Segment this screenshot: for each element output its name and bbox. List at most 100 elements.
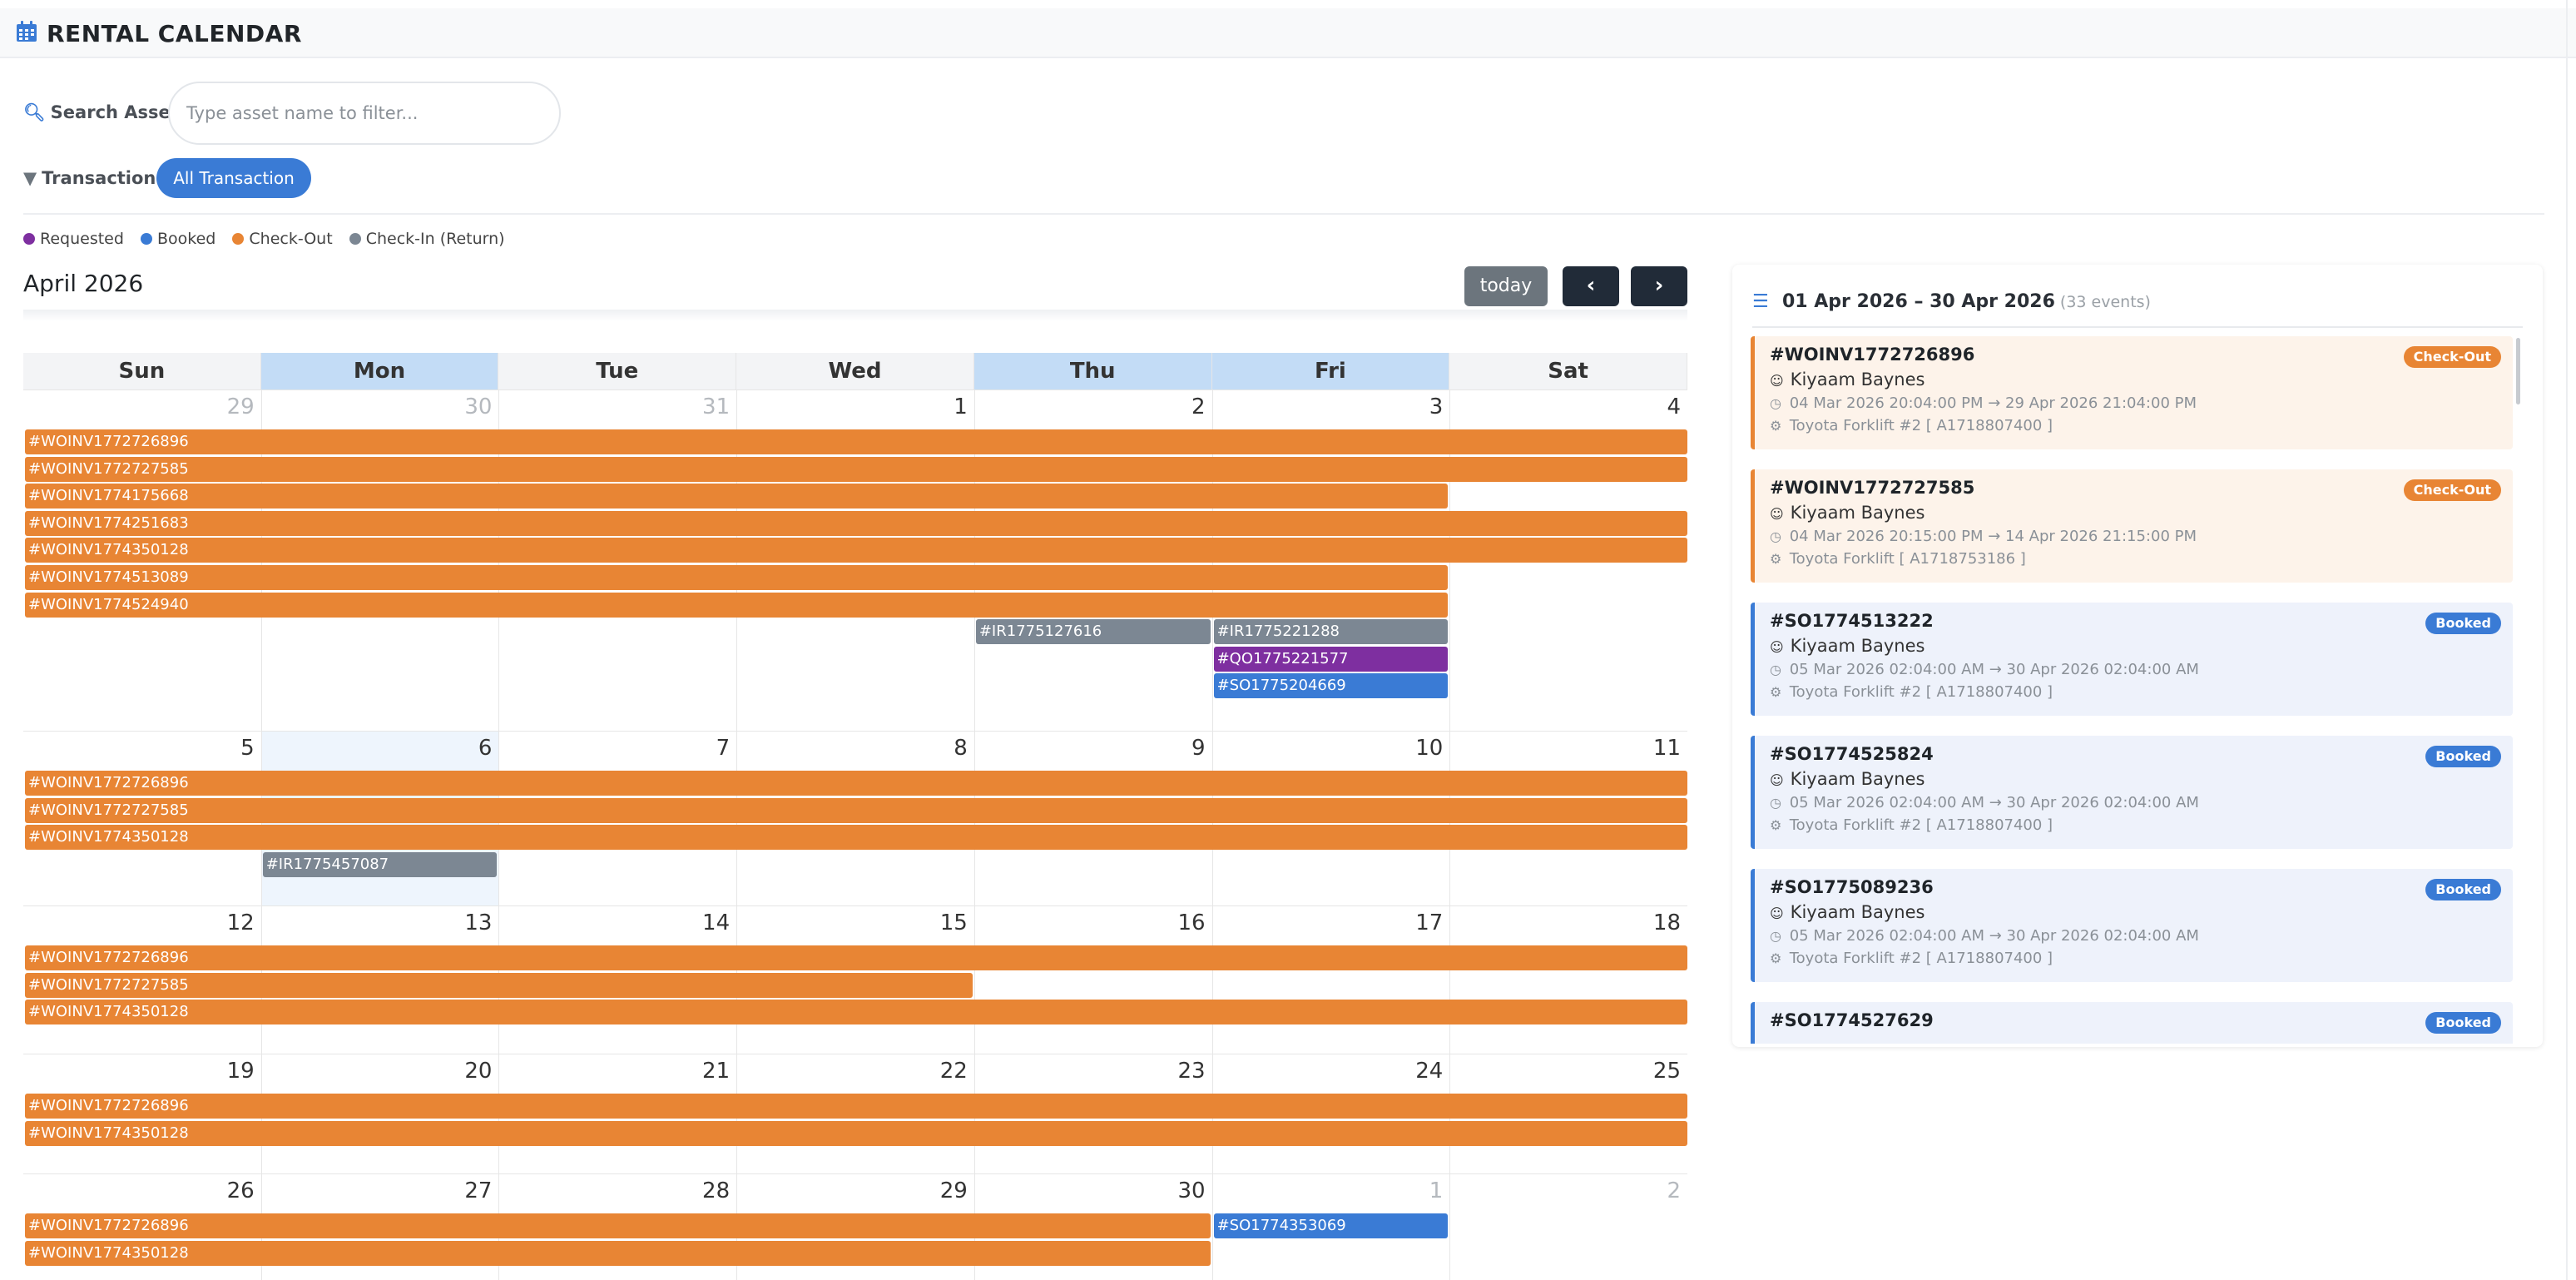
day-number[interactable]: 29 — [226, 394, 255, 419]
day-number[interactable]: 10 — [1415, 736, 1444, 761]
day-number[interactable]: 31 — [702, 394, 731, 419]
day-number[interactable]: 28 — [702, 1178, 731, 1203]
clock-icon: ◷ — [1770, 928, 1781, 944]
day-number[interactable]: 16 — [1177, 910, 1206, 935]
gears-icon: ⚙ — [1770, 817, 1782, 833]
page-title: RENTAL CALENDAR — [47, 20, 302, 47]
day-number[interactable]: 23 — [1177, 1059, 1206, 1084]
event-card[interactable]: #SO1774527629 Booked — [1751, 1002, 2513, 1044]
calendar-event[interactable]: #WOINV1774350128 — [25, 538, 1687, 563]
calendar-event[interactable]: #QO1775221577 — [1213, 646, 1449, 672]
day-number[interactable]: 1 — [954, 394, 968, 419]
calendar-event[interactable]: #IR1775221288 — [1213, 619, 1449, 645]
day-number[interactable]: 7 — [716, 736, 731, 761]
filter-icon: ▼ — [23, 168, 37, 188]
event-ref: #SO1774525824 — [1770, 744, 1934, 764]
calendar-event[interactable]: #WOINV1774350128 — [25, 825, 1687, 851]
event-ref: #WOINV1772726896 — [1770, 345, 1975, 365]
prev-month-button[interactable]: ‹ — [1563, 266, 1619, 306]
day-number[interactable]: 5 — [240, 736, 255, 761]
calendar-event[interactable]: #WOINV1774175668 — [25, 484, 1449, 509]
event-customer: ☺ Kiyaam Baynes — [1770, 503, 1925, 523]
weekday-wed: Wed — [736, 353, 974, 389]
week-separator — [23, 1173, 1687, 1174]
event-asset: ⚙ Toyota Forklift #2 [ A1718807400 ] — [1770, 816, 2053, 834]
calendar-event[interactable]: #WOINV1774513089 — [25, 565, 1449, 590]
calendar-event[interactable]: #WOINV1772726896 — [25, 429, 1687, 454]
calendar-event[interactable]: #SO1774353069 — [1213, 1213, 1449, 1238]
gears-icon: ⚙ — [1770, 684, 1782, 700]
calendar-event[interactable]: #WOINV1774251683 — [25, 510, 1687, 536]
day-number[interactable]: 2 — [1191, 394, 1206, 419]
events-list-scrollbar[interactable] — [2516, 338, 2520, 404]
calendar-event[interactable]: #WOINV1772726896 — [25, 945, 1687, 970]
calendar-event[interactable]: #WOINV1774350128 — [25, 1120, 1687, 1146]
calendar-event[interactable]: #IR1775457087 — [262, 851, 498, 877]
day-number[interactable]: 11 — [1652, 736, 1681, 761]
calendar-event[interactable]: #WOINV1772727585 — [25, 456, 1687, 482]
event-period: ◷ 04 Mar 2026 20:15:00 PM → 14 Apr 2026 … — [1770, 528, 2197, 545]
weekday-mon: Mon — [260, 353, 499, 389]
day-number[interactable]: 24 — [1415, 1059, 1444, 1084]
day-number[interactable]: 13 — [464, 910, 493, 935]
day-number[interactable]: 21 — [702, 1059, 731, 1084]
calendar-event[interactable]: #WOINV1774350128 — [25, 1240, 1211, 1266]
events-panel: ☰ 01 Apr 2026 – 30 Apr 2026 (33 events) #W… — [1732, 265, 2543, 1047]
toolbar-shadow — [23, 310, 1687, 321]
event-period: ◷ 05 Mar 2026 02:04:00 AM → 30 Apr 2026 … — [1770, 927, 2199, 945]
day-number[interactable]: 8 — [954, 736, 968, 761]
day-number[interactable]: 12 — [226, 910, 255, 935]
events-list[interactable]: #WOINV1772726896 Check-Out ☺ Kiyaam Baynes… — [1751, 336, 2521, 1044]
day-number[interactable]: 9 — [1191, 736, 1206, 761]
list-icon: ☰ — [1752, 291, 1769, 312]
day-number[interactable]: 18 — [1652, 910, 1681, 935]
day-number[interactable]: 19 — [226, 1059, 255, 1084]
legend-requested: Requested — [23, 230, 124, 248]
calendar-event[interactable]: #WOINV1772726896 — [25, 771, 1687, 796]
event-asset: ⚙ Toyota Forklift #2 [ A1718807400 ] — [1770, 417, 2053, 434]
calendar-event[interactable]: #WOINV1772727585 — [25, 972, 973, 998]
search-asset-input[interactable] — [168, 82, 561, 145]
month-title: April 2026 — [23, 270, 144, 297]
calendar-event[interactable]: #WOINV1774350128 — [25, 1000, 1687, 1025]
event-ref: #SO1774513222 — [1770, 611, 1934, 631]
calendar-event[interactable]: #WOINV1772726896 — [25, 1213, 1211, 1238]
day-number[interactable]: 2 — [1667, 1178, 1681, 1203]
day-number[interactable]: 3 — [1429, 394, 1444, 419]
day-number[interactable]: 30 — [1177, 1178, 1206, 1203]
calendar-event[interactable]: #WOINV1772727585 — [25, 797, 1687, 823]
day-number[interactable]: 17 — [1415, 910, 1444, 935]
event-card[interactable]: #SO1774525824 Booked ☺ Kiyaam Baynes ◷ 05 M… — [1751, 736, 2513, 849]
calendar-event[interactable]: #IR1775127616 — [975, 619, 1211, 645]
day-number[interactable]: 29 — [939, 1178, 968, 1203]
clock-icon: ◷ — [1770, 395, 1781, 411]
next-month-button[interactable]: › — [1631, 266, 1687, 306]
day-number[interactable]: 26 — [226, 1178, 255, 1203]
event-card[interactable]: #SO1775089236 Booked ☺ Kiyaam Baynes ◷ 05 M… — [1751, 869, 2513, 982]
calendar-event[interactable]: #WOINV1772726896 — [25, 1094, 1687, 1119]
day-number[interactable]: 15 — [939, 910, 968, 935]
event-card[interactable]: #WOINV1772727585 Check-Out ☺ Kiyaam Baynes… — [1751, 469, 2513, 583]
transaction-filter-all[interactable]: All Transaction — [156, 158, 311, 198]
status-badge: Check-Out — [2403, 346, 2501, 368]
weekday-tue: Tue — [498, 353, 737, 389]
day-number[interactable]: 1 — [1429, 1178, 1444, 1203]
event-card[interactable]: #WOINV1772726896 Check-Out ☺ Kiyaam Baynes… — [1751, 336, 2513, 449]
gears-icon: ⚙ — [1770, 551, 1782, 567]
event-customer: ☺ Kiyaam Baynes — [1770, 370, 1925, 389]
day-number[interactable]: 25 — [1652, 1059, 1681, 1084]
day-number[interactable]: 20 — [464, 1059, 493, 1084]
day-number[interactable]: 6 — [478, 736, 493, 761]
today-button[interactable]: today — [1464, 266, 1548, 306]
event-card[interactable]: #SO1774513222 Booked ☺ Kiyaam Baynes ◷ 05 M… — [1751, 603, 2513, 716]
day-number[interactable]: 4 — [1667, 394, 1681, 419]
day-number[interactable]: 14 — [702, 910, 731, 935]
day-number[interactable]: 30 — [464, 394, 493, 419]
calendar-event[interactable]: #SO1775204669 — [1213, 673, 1449, 699]
day-number[interactable]: 22 — [939, 1059, 968, 1084]
chevron-right-icon: › — [1654, 273, 1664, 298]
calendar-event[interactable]: #WOINV1774524940 — [25, 592, 1449, 618]
week-separator — [23, 731, 1687, 732]
day-number[interactable]: 27 — [464, 1178, 493, 1203]
week-separator — [23, 905, 1687, 906]
